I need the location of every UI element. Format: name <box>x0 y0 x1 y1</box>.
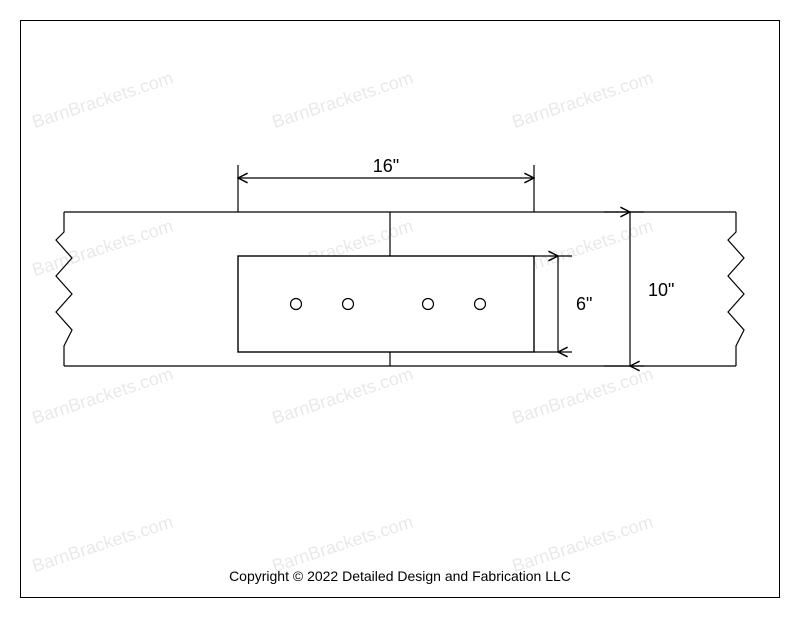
drawing-svg: 16" 6" 10" <box>0 0 800 618</box>
copyright-text: Copyright © 2022 Detailed Design and Fab… <box>0 568 800 584</box>
dimension-16in-label: 16" <box>373 156 399 176</box>
dimension-10in <box>604 212 644 366</box>
bracket-plate <box>238 256 534 352</box>
dimension-10in-label: 10" <box>648 280 674 300</box>
dimension-6in <box>534 256 572 352</box>
dimension-6in-label: 6" <box>576 294 592 314</box>
